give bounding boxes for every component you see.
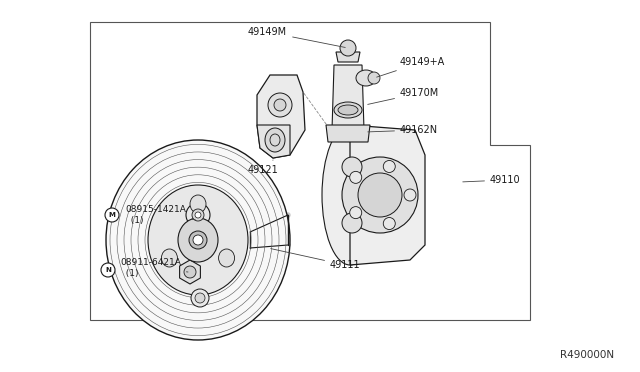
Text: N: N (105, 267, 111, 273)
Ellipse shape (265, 128, 285, 152)
Text: 08911-6421A
  (1): 08911-6421A (1) (120, 258, 188, 278)
Ellipse shape (178, 218, 218, 262)
Polygon shape (180, 260, 200, 284)
Circle shape (184, 266, 196, 278)
Circle shape (349, 206, 362, 219)
Circle shape (342, 157, 418, 233)
Text: 49149+A: 49149+A (376, 57, 445, 77)
Text: M: M (109, 212, 115, 218)
Circle shape (358, 173, 402, 217)
Circle shape (186, 203, 210, 227)
Text: 49121: 49121 (248, 160, 279, 175)
Ellipse shape (356, 70, 376, 86)
Circle shape (404, 189, 416, 201)
Circle shape (191, 289, 209, 307)
Polygon shape (257, 75, 305, 158)
Ellipse shape (106, 140, 290, 340)
Ellipse shape (334, 102, 362, 118)
Circle shape (189, 231, 207, 249)
Circle shape (274, 99, 286, 111)
Ellipse shape (322, 125, 378, 265)
Circle shape (105, 208, 119, 222)
Ellipse shape (190, 195, 206, 213)
Text: 49149M: 49149M (248, 27, 345, 48)
Text: 49170M: 49170M (368, 88, 439, 105)
Circle shape (383, 160, 396, 173)
Polygon shape (336, 52, 360, 62)
Ellipse shape (219, 249, 235, 267)
Text: 08915-1421A
  (1): 08915-1421A (1) (125, 205, 195, 225)
Circle shape (349, 171, 362, 183)
Circle shape (195, 212, 201, 218)
Polygon shape (350, 125, 425, 265)
Ellipse shape (148, 185, 248, 295)
Text: R490000N: R490000N (560, 350, 614, 360)
Circle shape (192, 209, 204, 221)
Circle shape (383, 218, 396, 230)
Circle shape (193, 235, 203, 245)
Text: 49111: 49111 (271, 248, 360, 270)
Circle shape (101, 263, 115, 277)
Ellipse shape (161, 249, 177, 267)
Circle shape (342, 157, 362, 177)
Polygon shape (332, 65, 364, 130)
Circle shape (368, 72, 380, 84)
Text: 49162N: 49162N (368, 125, 438, 135)
Text: 49110: 49110 (463, 175, 520, 185)
Circle shape (342, 213, 362, 233)
Circle shape (195, 293, 205, 303)
Circle shape (340, 40, 356, 56)
Polygon shape (257, 125, 290, 158)
Circle shape (268, 93, 292, 117)
Ellipse shape (338, 105, 358, 115)
Polygon shape (326, 125, 370, 142)
